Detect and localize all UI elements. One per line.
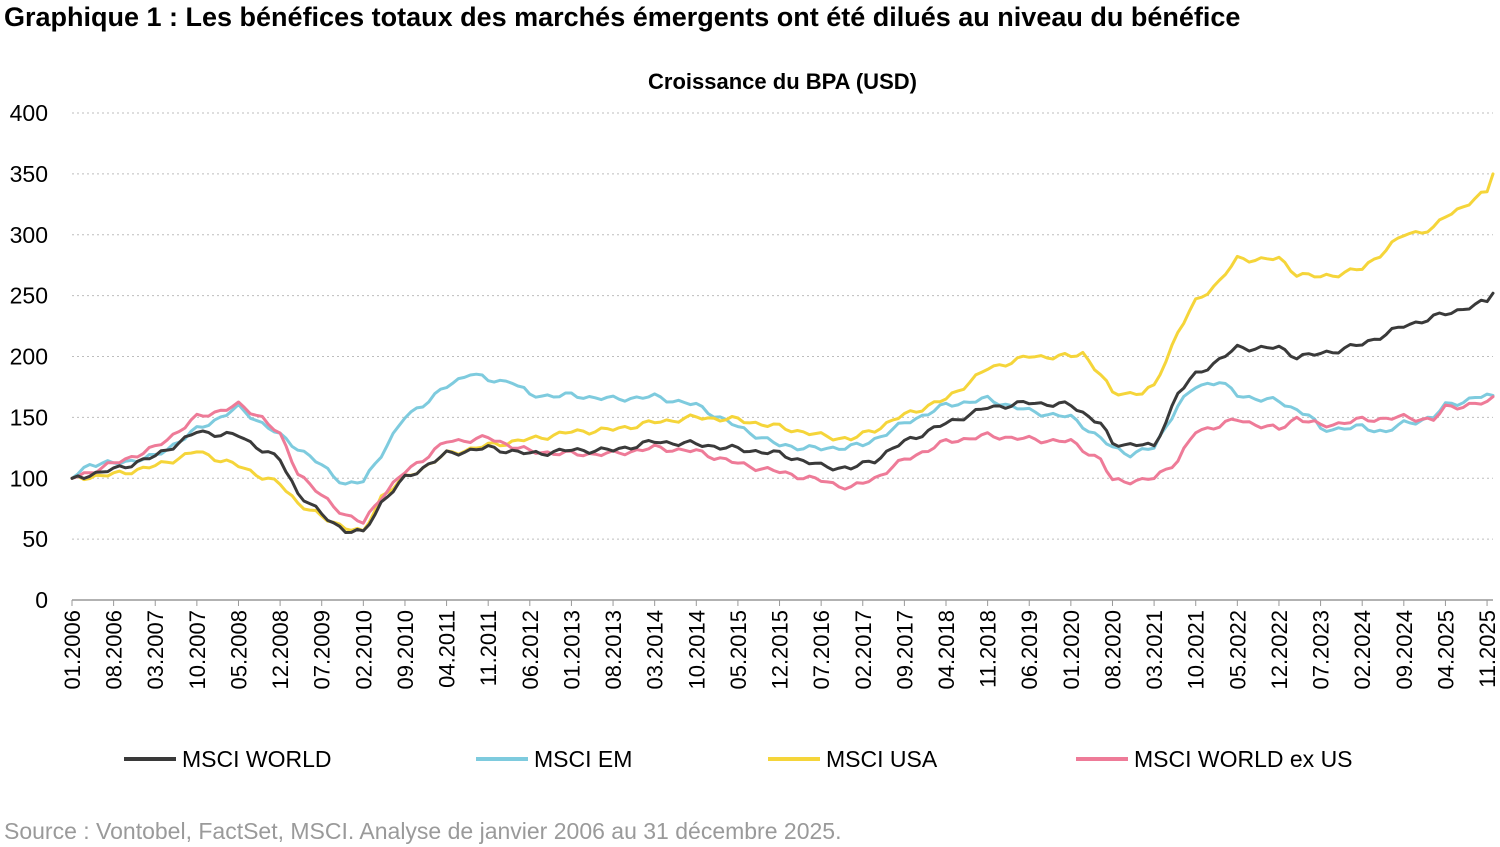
- x-tick-label: 08.2013: [601, 610, 626, 690]
- y-tick-label: 350: [10, 161, 48, 187]
- y-tick-label: 50: [22, 526, 48, 552]
- eps-growth-line-chart: Croissance du BPA (USD) 0 50 100 150 200 250 30…: [10, 69, 1500, 772]
- x-tick-label: 06.2012: [518, 610, 543, 690]
- x-tick-label: 05.2008: [226, 610, 251, 690]
- x-tick-label: 02.2010: [351, 610, 376, 690]
- x-tick-label: 11.2025: [1475, 610, 1500, 688]
- series-line-msci-em: [70, 372, 1495, 486]
- x-tick-label: 02.2024: [1350, 610, 1375, 690]
- y-tick-label: 300: [10, 222, 48, 248]
- series-line-msci-world-ex-us: [70, 395, 1495, 525]
- x-tick-label: 10.2014: [684, 610, 709, 690]
- x-tick-label: 12.2015: [768, 610, 793, 690]
- x-tick-label: 07.2023: [1309, 610, 1334, 690]
- y-tick-label: 150: [10, 404, 48, 430]
- x-tick-label: 09.2024: [1392, 610, 1417, 690]
- x-tick-label: 12.2022: [1267, 610, 1292, 690]
- x-tick-label: 11.2011: [476, 610, 501, 686]
- x-tick-label: 10.2021: [1184, 610, 1209, 690]
- y-tick-label: 250: [10, 283, 48, 309]
- legend-label-msci-world-ex-us: MSCI WORLD ex US: [1134, 746, 1353, 772]
- y-tick-label: 0: [35, 587, 48, 613]
- x-tick-label: 09.2017: [892, 610, 917, 690]
- legend-label-msci-usa: MSCI USA: [826, 746, 938, 772]
- x-tick-label: 08.2006: [102, 610, 127, 690]
- x-tick-label: 03.2021: [1142, 610, 1167, 690]
- chart-title: Croissance du BPA (USD): [648, 69, 917, 94]
- x-tick-label: 01.2013: [559, 610, 584, 690]
- x-tick-label: 01.2020: [1059, 610, 1084, 690]
- x-tick-label: 04.2011: [435, 610, 460, 688]
- y-tick-label: 200: [10, 344, 48, 370]
- legend-label-msci-world: MSCI WORLD: [182, 746, 332, 772]
- x-tick-label: 07.2016: [809, 610, 834, 690]
- x-tick-label: 07.2009: [310, 610, 335, 690]
- figure-title: Graphique 1 : Les bénéfices totaux des m…: [4, 2, 1241, 32]
- x-tick-label: 04.2018: [934, 610, 959, 690]
- x-tick-label: 08.2020: [1100, 610, 1125, 690]
- x-tick-label: 02.2017: [851, 610, 876, 690]
- x-tick-label: 03.2007: [143, 610, 168, 690]
- series-line-msci-usa: [70, 172, 1495, 533]
- x-tick-label: 12.2008: [268, 610, 293, 690]
- x-tick-label: 10.2007: [185, 610, 210, 690]
- x-tick-label: 05.2022: [1225, 610, 1250, 690]
- legend-label-msci-em: MSCI EM: [534, 746, 632, 772]
- x-tick-label: 11.2018: [976, 610, 1001, 688]
- x-tick-label: 09.2010: [393, 610, 418, 690]
- x-tick-label: 03.2014: [643, 610, 668, 690]
- x-tick-label: 06.2019: [1017, 610, 1042, 690]
- x-tick-label: 05.2015: [726, 610, 751, 690]
- x-tick-label: 04.2025: [1433, 610, 1458, 690]
- source-note: Source : Vontobel, FactSet, MSCI. Analys…: [4, 818, 842, 844]
- x-tick-label: 01.2006: [60, 610, 85, 690]
- y-tick-label: 400: [10, 100, 48, 126]
- y-tick-label: 100: [10, 465, 48, 491]
- series-line-msci-world: [70, 291, 1495, 534]
